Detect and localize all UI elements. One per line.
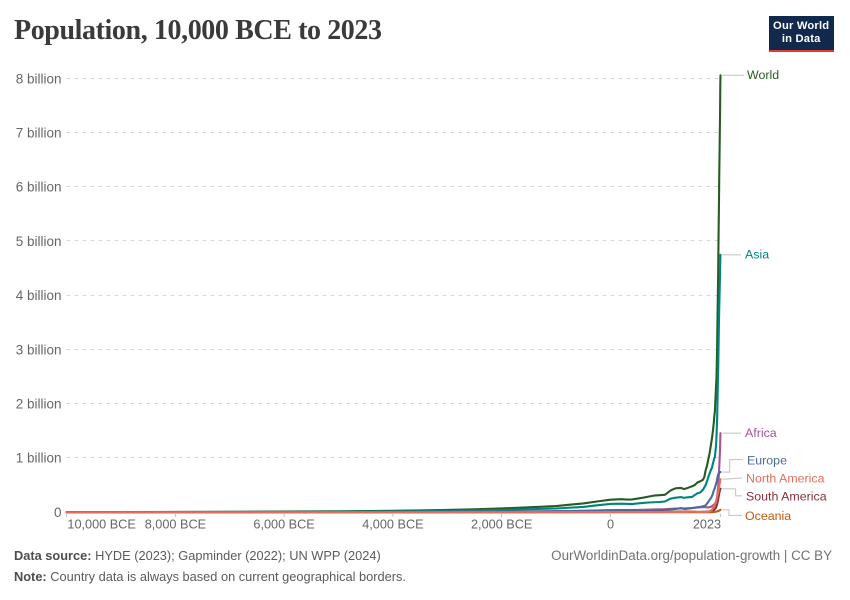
svg-text:1 billion: 1 billion xyxy=(16,451,62,466)
svg-text:10,000 BCE: 10,000 BCE xyxy=(67,517,135,531)
svg-text:3 billion: 3 billion xyxy=(16,342,62,357)
svg-text:6,000 BCE: 6,000 BCE xyxy=(253,517,314,531)
svg-text:2 billion: 2 billion xyxy=(16,397,62,412)
svg-text:Africa: Africa xyxy=(745,426,777,440)
svg-text:4,000 BCE: 4,000 BCE xyxy=(362,517,423,531)
svg-text:5 billion: 5 billion xyxy=(16,234,62,249)
svg-text:North America: North America xyxy=(746,472,825,486)
svg-text:South America: South America xyxy=(746,490,827,504)
svg-text:8 billion: 8 billion xyxy=(16,71,62,86)
svg-text:Asia: Asia xyxy=(745,248,769,262)
svg-text:0: 0 xyxy=(607,517,614,531)
svg-text:World: World xyxy=(747,68,779,82)
svg-text:0: 0 xyxy=(54,505,62,520)
svg-text:Oceania: Oceania xyxy=(745,509,791,523)
svg-text:2023: 2023 xyxy=(693,517,721,531)
svg-text:7 billion: 7 billion xyxy=(16,126,62,141)
svg-text:2,000 BCE: 2,000 BCE xyxy=(471,517,532,531)
svg-text:8,000 BCE: 8,000 BCE xyxy=(145,517,206,531)
svg-text:6 billion: 6 billion xyxy=(16,180,62,195)
svg-text:Europe: Europe xyxy=(747,454,787,468)
svg-text:4 billion: 4 billion xyxy=(16,288,62,303)
